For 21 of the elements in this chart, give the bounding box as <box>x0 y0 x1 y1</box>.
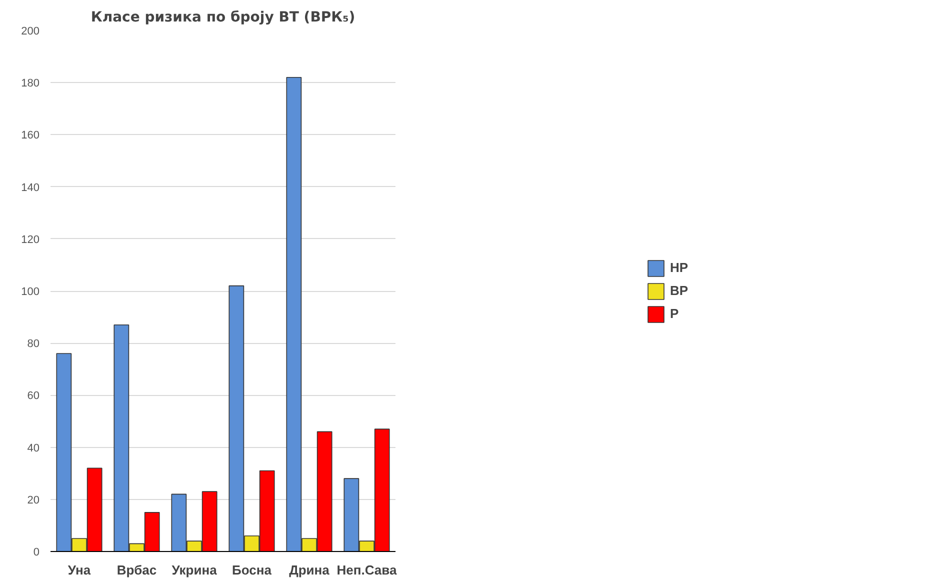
x-tick-label: Врбас <box>116 562 157 578</box>
y-tick-label: 20 <box>27 494 40 506</box>
y-tick-label: 140 <box>21 182 40 194</box>
x-tick-label: Босна <box>232 562 272 578</box>
x-tick-label: Неп.Сава <box>336 562 398 578</box>
y-tick-label: 40 <box>27 442 40 454</box>
y-tick-label: 0 <box>33 546 40 558</box>
legend-label: Р <box>670 306 680 321</box>
y-tick-label: 60 <box>27 390 40 402</box>
x-tick-label: Укрина <box>172 562 218 578</box>
y-tick-label: 200 <box>21 26 40 38</box>
chart-title: Класе ризика по броју ВТ (ВРК₅) <box>90 10 356 26</box>
x-tick-label: Уна <box>68 562 92 578</box>
y-tick-label: 160 <box>21 130 40 142</box>
y-tick-label: 80 <box>27 338 40 350</box>
y-tick-label: 180 <box>21 78 40 90</box>
y-tick-label: 100 <box>21 286 40 298</box>
legend-label: НР <box>670 260 690 275</box>
legend-label: ВР <box>670 283 690 298</box>
x-tick-label: Дрина <box>289 562 330 578</box>
y-tick-label: 120 <box>21 234 40 246</box>
